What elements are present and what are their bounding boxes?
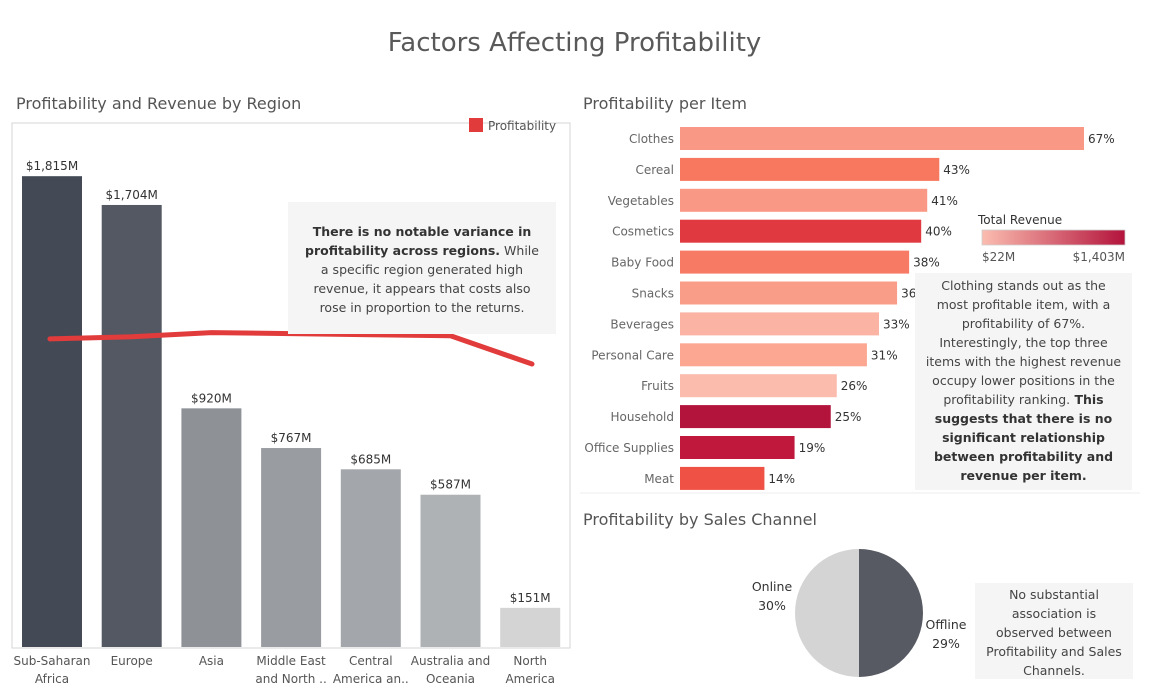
region-bar — [181, 408, 242, 647]
region-chart-frame — [11, 122, 571, 649]
item-bar — [680, 374, 837, 398]
region-tick-label: Australia and — [411, 654, 490, 668]
item-panel-title: Profitability per Item — [583, 94, 747, 113]
item-tick-label: Meat — [644, 472, 674, 486]
item-insight-note: Clothing stands out as the most profitab… — [915, 273, 1132, 490]
region-bar-label: $1,815M — [26, 159, 78, 173]
item-tick-label: Vegetables — [608, 194, 674, 208]
item-bar-label: 14% — [768, 472, 795, 486]
region-bar — [261, 448, 322, 647]
item-bar — [680, 127, 1084, 150]
item-tick-label: Snacks — [632, 287, 674, 301]
item-bar — [680, 219, 922, 243]
item-bar-label: 19% — [799, 441, 826, 455]
item-bar-label: 25% — [835, 410, 862, 424]
pie-slice-label: 29% — [932, 636, 960, 651]
revenue-legend-min: $22M — [982, 250, 1015, 264]
region-tick-label: Sub-Saharan — [14, 654, 91, 668]
item-tick-label: Clothes — [629, 132, 674, 146]
region-bar — [420, 494, 481, 647]
region-tick-label: Europe — [111, 654, 153, 668]
item-bar-label: 26% — [841, 379, 868, 393]
channel-insight-note: No substantial association is observed b… — [975, 583, 1133, 679]
item-note-text: Clothing stands out as the most profitab… — [925, 278, 1122, 407]
item-tick-label: Beverages — [610, 317, 674, 331]
region-bar-label: $685M — [350, 452, 391, 466]
item-chart: Clothes 67% Cereal 43% Vegetables 41% Cosmetic… — [584, 127, 1115, 490]
region-bar — [340, 469, 401, 647]
dashboard-title: Factors Affecting Profitability — [387, 28, 762, 58]
channel-panel-title: Profitability by Sales Channel — [583, 510, 817, 529]
region-insight-note: There is no notable variance in profitab… — [288, 202, 556, 334]
item-tick-label: Office Supplies — [584, 441, 674, 455]
revenue-legend-max: $1,403M — [1073, 250, 1125, 264]
item-tick-label: Fruits — [641, 379, 674, 393]
region-tick-label: Asia — [199, 654, 224, 668]
region-bar-label: $767M — [271, 431, 312, 445]
item-bar-label: 67% — [1088, 132, 1115, 146]
region-bar-label: $587M — [430, 478, 471, 492]
region-tick-label: Central — [349, 654, 393, 668]
item-bar-label: 38% — [913, 256, 940, 270]
item-bar — [680, 188, 928, 212]
region-tick-label: America — [505, 672, 555, 686]
item-bar-label: 31% — [871, 348, 898, 362]
region-tick-label: and North .. — [255, 672, 326, 686]
region-bar — [101, 204, 162, 647]
item-bar-label: 40% — [925, 225, 952, 239]
pie-slice — [859, 549, 923, 677]
region-tick-label: Middle East — [256, 654, 326, 668]
region-note-text: While a specific region generated high r… — [313, 243, 539, 315]
region-chart: $1,815M Sub-Saharan Africa $1,704M Europe $92… — [14, 159, 561, 686]
item-note-bold: This suggests that there is no significa… — [933, 392, 1114, 483]
pie-slice-name: Offline — [925, 617, 966, 632]
item-tick-label: Baby Food — [611, 256, 674, 270]
revenue-legend-title: Total Revenue — [977, 213, 1062, 227]
item-bar — [680, 312, 879, 336]
region-bar-label: $920M — [191, 391, 232, 405]
item-bar — [680, 157, 940, 181]
item-bar-label: 41% — [931, 194, 958, 208]
region-bar-label: $151M — [510, 591, 551, 605]
item-bar — [680, 250, 910, 274]
profitability-legend-label: Profitability — [488, 119, 556, 133]
item-tick-label: Personal Care — [591, 348, 674, 362]
item-tick-label: Cosmetics — [612, 225, 674, 239]
pie-slice-name: Online — [752, 579, 793, 594]
revenue-gradient-legend — [981, 229, 1126, 246]
channel-pie-chart: Online 30% Offline 29% — [752, 549, 967, 677]
item-bar — [680, 466, 765, 490]
region-bar-label: $1,704M — [106, 188, 158, 202]
pie-slice — [795, 549, 859, 677]
region-tick-label: Africa — [35, 672, 69, 686]
region-bar — [500, 607, 561, 647]
pie-slice-label: 30% — [758, 598, 786, 613]
region-tick-label: North — [513, 654, 547, 668]
item-bar — [680, 343, 867, 367]
region-tick-label: America an.. — [333, 672, 409, 686]
item-bar-label: 33% — [883, 317, 910, 331]
region-note-bold: There is no notable variance in profitab… — [305, 224, 532, 258]
item-bar-label: 36 — [901, 287, 916, 301]
region-tick-label: Oceania — [426, 672, 475, 686]
profitability-legend-swatch — [469, 118, 483, 132]
item-bar-label: 43% — [943, 163, 970, 177]
item-tick-label: Cereal — [635, 163, 674, 177]
item-bar — [680, 281, 898, 305]
channel-note-text: No substantial association is observed b… — [986, 587, 1122, 678]
item-bar — [680, 405, 831, 429]
item-tick-label: Household — [610, 410, 674, 424]
item-bar — [680, 436, 795, 459]
region-panel-title: Profitability and Revenue by Region — [16, 94, 302, 113]
region-bar — [22, 176, 82, 647]
